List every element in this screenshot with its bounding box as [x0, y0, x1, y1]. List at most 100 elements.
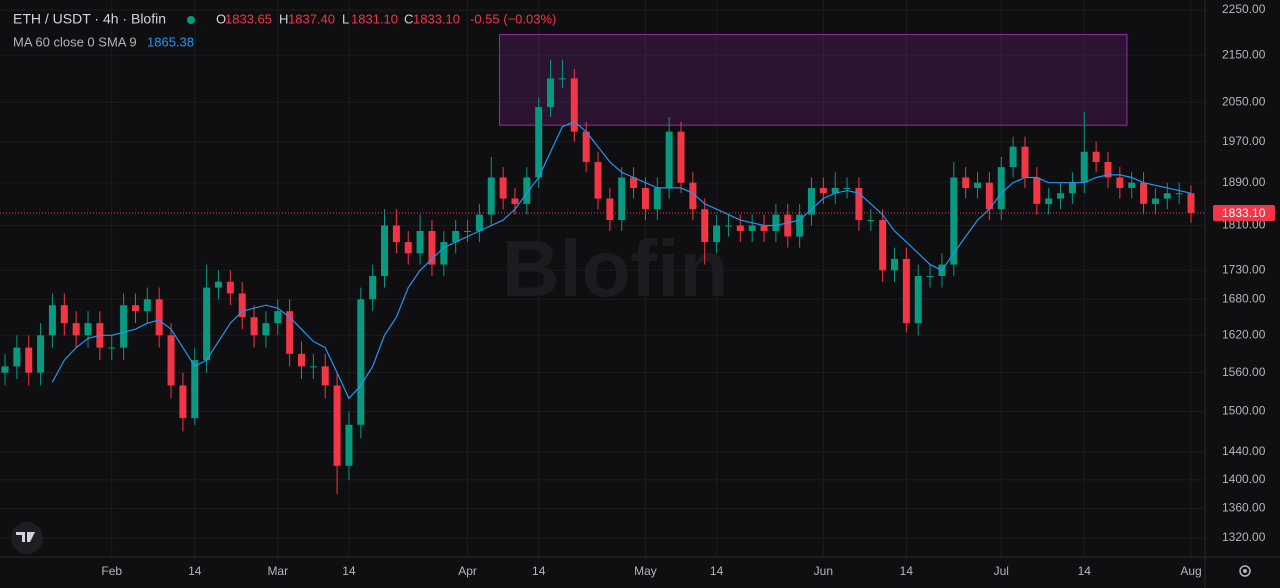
y-tick-label: 1730.00 [1222, 262, 1266, 276]
x-tick-label: 14 [342, 564, 356, 578]
candle-body [677, 131, 685, 183]
candle-body [286, 311, 294, 354]
candle-body [1163, 193, 1171, 199]
candle-body [487, 177, 495, 215]
ohlc-value: 1837.40 [288, 11, 335, 26]
x-tick-label: Jul [994, 564, 1009, 578]
axes: 2250.00 2150.00 2050.00 1970.00 1890.00 1810.… [101, 2, 1275, 578]
candle-body [1175, 193, 1183, 195]
x-tick-label: Apr [458, 564, 477, 578]
candle-body [108, 347, 116, 349]
candle-body [511, 198, 519, 204]
candle-body [606, 198, 614, 221]
candle-body [1021, 146, 1029, 178]
candle-body [974, 182, 982, 188]
candle-body [191, 360, 199, 419]
candle-body [831, 187, 839, 194]
ohlc-value: 1833.10 [413, 11, 460, 26]
candle-body [1092, 151, 1100, 162]
candle-body [760, 225, 768, 231]
candle-body [701, 209, 709, 243]
candle-body [274, 311, 282, 324]
candle-body [867, 220, 875, 222]
ohlc-label: H [279, 11, 288, 26]
x-tick-label: Mar [267, 564, 288, 578]
candle-body [819, 187, 827, 194]
change: -0.55 (−0.03%) [470, 11, 556, 26]
x-tick-label: 14 [900, 564, 914, 578]
candle-body [464, 230, 472, 232]
y-tick-label: 1560.00 [1222, 365, 1266, 379]
candle-body [214, 281, 222, 288]
ma-value: 1865.38 [147, 34, 194, 49]
candle-body [772, 214, 780, 231]
candle-body [298, 353, 305, 367]
candle-body [902, 258, 910, 324]
grid [0, 0, 1205, 557]
y-tick-label: 2150.00 [1222, 47, 1266, 61]
status-dot [187, 16, 195, 24]
candle-body [309, 366, 317, 368]
candle-body [748, 225, 756, 231]
zone-box [499, 34, 1128, 126]
y-tick-label: 1810.00 [1222, 218, 1266, 232]
y-tick-label: 1970.00 [1222, 134, 1266, 148]
candle-body [914, 276, 922, 324]
candle-body [950, 177, 958, 265]
candle-body [167, 335, 175, 386]
ohlc-label: O [216, 11, 226, 26]
candle-body [547, 78, 555, 108]
candle-body [345, 424, 353, 466]
candle-body [1009, 146, 1017, 168]
tv-logo[interactable] [11, 522, 43, 554]
settings-button[interactable] [1239, 565, 1251, 577]
plot [0, 34, 1205, 495]
y-tick-label: 2050.00 [1222, 94, 1266, 108]
candle-body [523, 177, 531, 204]
candle-body [1033, 177, 1041, 204]
candle-body [440, 242, 448, 265]
symbol-title: ETH / USDT · 4h · Blofin [13, 11, 166, 27]
candle-body [891, 258, 898, 271]
candle-body [926, 276, 934, 278]
candle-body [13, 347, 21, 367]
y-tick-label: 1440.00 [1222, 444, 1266, 458]
x-tick-label: Aug [1180, 564, 1201, 578]
candle-body [1116, 177, 1124, 188]
candle-body [724, 225, 732, 227]
candle-body [404, 242, 412, 254]
candle-body [60, 305, 68, 324]
candle-body [333, 385, 341, 466]
candle-body [630, 177, 638, 188]
candle-body [428, 230, 436, 265]
candle-body [594, 161, 602, 199]
candle-body [48, 305, 56, 336]
candle-body [357, 299, 365, 425]
candle-body [120, 305, 128, 348]
candle-body [713, 225, 721, 243]
candle-body [535, 107, 543, 178]
candle-body [1045, 198, 1053, 204]
ma-name: MA 60 close 0 SMA 9 [13, 34, 137, 49]
x-tick-label: Jun [814, 564, 833, 578]
candle-body [736, 225, 744, 231]
candle-body [131, 305, 139, 312]
ohlc-value: 1831.10 [351, 11, 398, 26]
candle-body [25, 347, 33, 373]
candle-body [879, 220, 887, 271]
x-tick-label: 14 [710, 564, 724, 578]
ohlc-label: L [342, 11, 349, 26]
y-tick-label: 1620.00 [1222, 327, 1266, 341]
candle-body [796, 214, 804, 237]
candle-body [1151, 198, 1159, 204]
last-price-box [1213, 204, 1275, 221]
candle-body [985, 182, 993, 210]
candle-body [962, 177, 970, 188]
candle-body [653, 187, 661, 210]
candle-body [1104, 161, 1112, 178]
candle-body [475, 214, 483, 231]
y-tick-label: 1890.00 [1222, 175, 1266, 189]
y-tick-label: 1360.00 [1222, 501, 1266, 515]
candle-body [641, 187, 649, 210]
